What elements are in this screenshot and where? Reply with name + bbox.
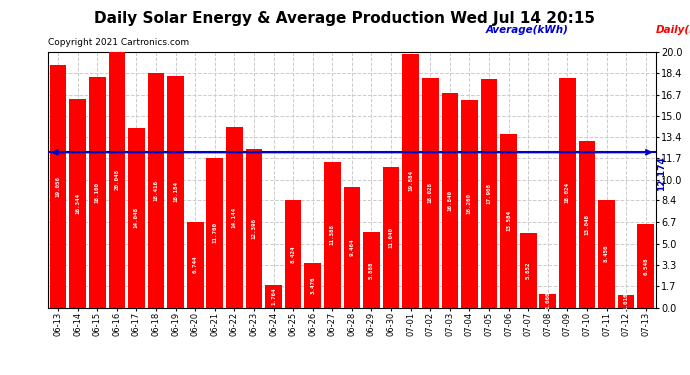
Text: 1.764: 1.764: [271, 288, 276, 305]
Text: 18.100: 18.100: [95, 182, 100, 203]
Text: 13.584: 13.584: [506, 210, 511, 231]
Bar: [540, 294, 556, 307]
Text: 12.174: 12.174: [658, 156, 667, 191]
Text: 1.016: 1.016: [624, 292, 629, 310]
Bar: [89, 77, 106, 308]
Text: 5.888: 5.888: [369, 261, 374, 279]
Text: 18.184: 18.184: [173, 181, 178, 202]
Text: 19.056: 19.056: [56, 176, 61, 196]
Bar: [108, 52, 125, 308]
Bar: [442, 93, 458, 308]
Bar: [167, 76, 184, 307]
Text: 18.028: 18.028: [428, 182, 433, 203]
Text: 18.024: 18.024: [565, 182, 570, 203]
Text: 5.852: 5.852: [526, 261, 531, 279]
Bar: [206, 158, 223, 308]
Bar: [363, 232, 380, 308]
Text: Copyright 2021 Cartronics.com: Copyright 2021 Cartronics.com: [48, 38, 190, 47]
Bar: [128, 128, 145, 308]
Text: 11.388: 11.388: [330, 224, 335, 245]
Bar: [344, 187, 360, 308]
Text: Daily(kWh): Daily(kWh): [656, 25, 690, 34]
Bar: [461, 100, 477, 308]
Text: 17.908: 17.908: [486, 183, 491, 204]
Bar: [70, 99, 86, 308]
Text: 11.040: 11.040: [388, 226, 393, 248]
Bar: [148, 73, 164, 308]
Bar: [246, 150, 262, 308]
Text: 16.260: 16.260: [467, 194, 472, 214]
Bar: [520, 233, 537, 308]
Bar: [500, 134, 517, 308]
Bar: [422, 78, 439, 308]
Text: 13.048: 13.048: [584, 214, 589, 235]
Text: 18.416: 18.416: [154, 180, 159, 201]
Text: 6.548: 6.548: [643, 257, 648, 274]
Bar: [324, 162, 341, 308]
Text: 14.048: 14.048: [134, 207, 139, 228]
Text: 16.840: 16.840: [447, 190, 453, 211]
Bar: [598, 200, 615, 308]
Bar: [187, 222, 204, 308]
Bar: [265, 285, 282, 308]
Bar: [638, 224, 654, 308]
Text: 8.424: 8.424: [290, 245, 295, 262]
Text: 16.344: 16.344: [75, 193, 80, 214]
Bar: [383, 167, 400, 308]
Bar: [579, 141, 595, 308]
Text: 12.396: 12.396: [251, 218, 257, 239]
Text: 9.464: 9.464: [349, 238, 355, 256]
Text: 1.060: 1.060: [545, 292, 550, 309]
Bar: [559, 78, 575, 308]
Text: Daily Solar Energy & Average Production Wed Jul 14 20:15: Daily Solar Energy & Average Production …: [95, 11, 595, 26]
Bar: [304, 263, 321, 308]
Text: 20.048: 20.048: [115, 169, 119, 190]
Bar: [50, 64, 66, 308]
Bar: [285, 200, 302, 308]
Bar: [402, 54, 419, 307]
Text: 11.760: 11.760: [213, 222, 217, 243]
Bar: [226, 127, 243, 308]
Text: 6.744: 6.744: [193, 256, 198, 273]
Text: 3.476: 3.476: [310, 277, 315, 294]
Text: 14.144: 14.144: [232, 207, 237, 228]
Bar: [481, 79, 497, 308]
Text: 8.456: 8.456: [604, 245, 609, 262]
Text: 19.884: 19.884: [408, 170, 413, 191]
Text: Average(kWh): Average(kWh): [486, 25, 569, 34]
Bar: [618, 294, 634, 307]
